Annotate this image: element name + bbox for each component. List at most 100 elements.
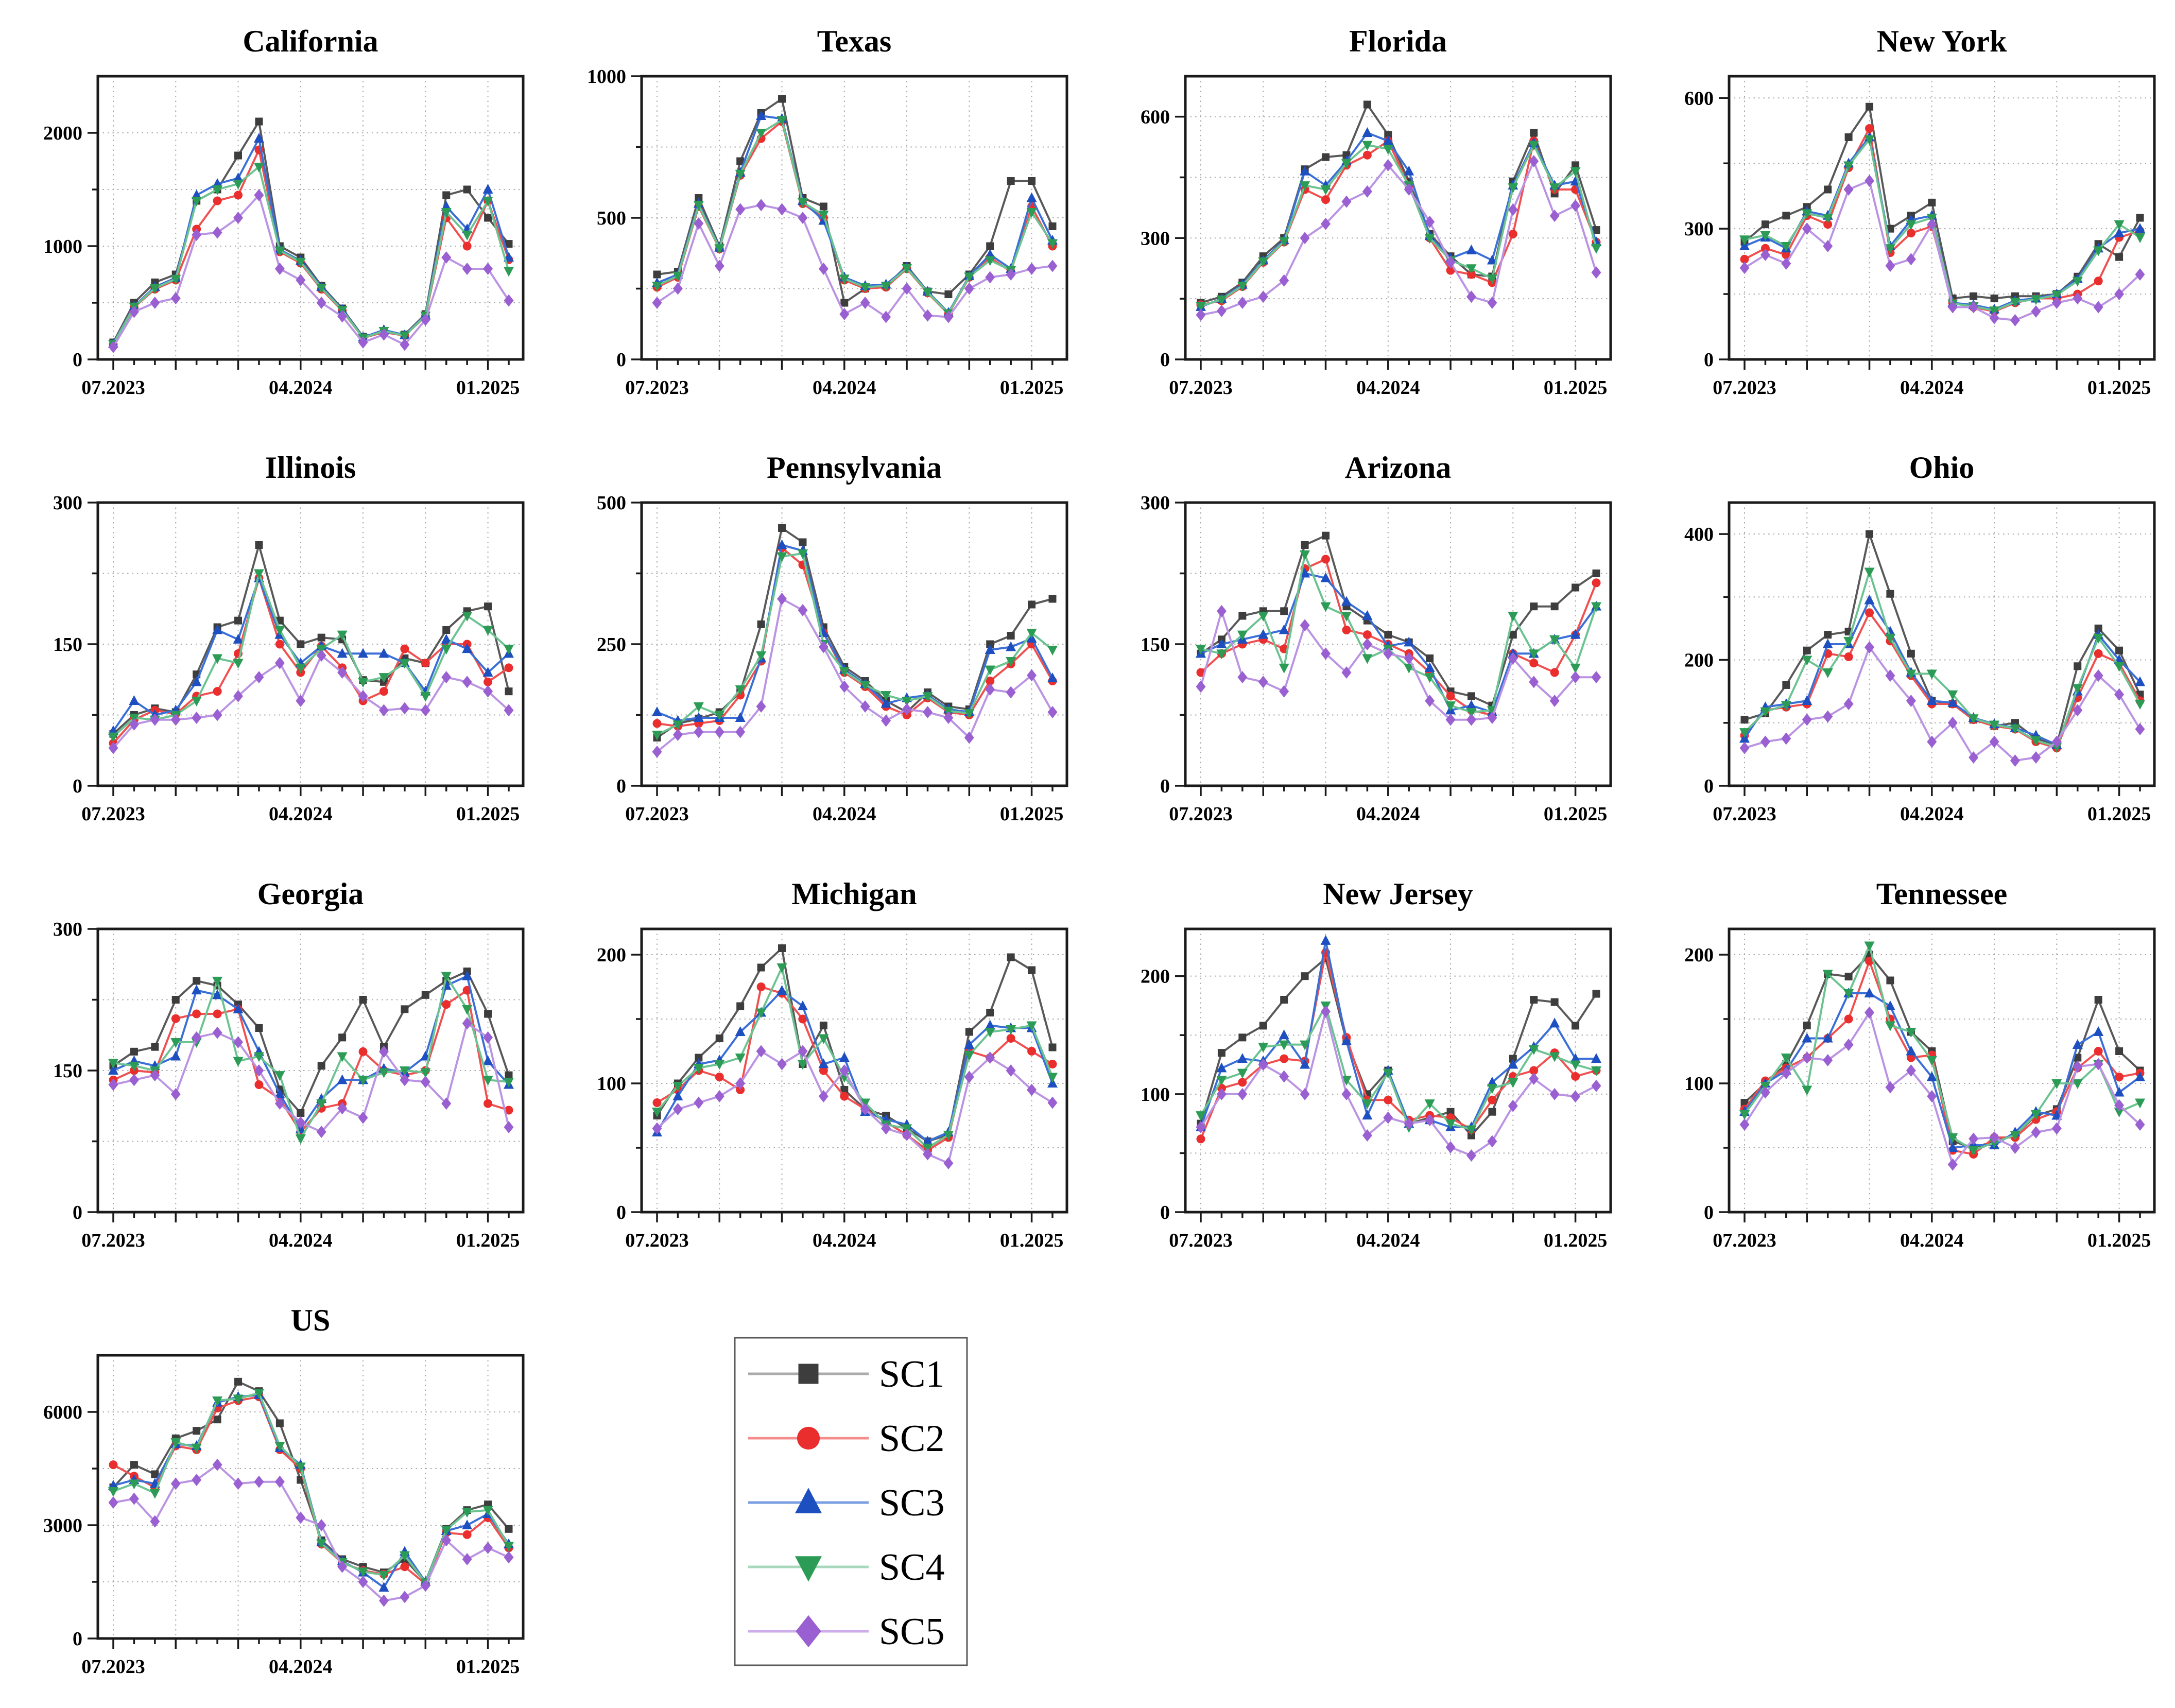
series-SC5-markers: [108, 1017, 514, 1138]
x-tick-label: 07.2023: [625, 377, 689, 399]
chart-title: New York: [1877, 24, 2007, 58]
series-SC5-markers: [652, 593, 1058, 758]
series-SC3-line: [112, 577, 510, 732]
series-SC5: [652, 199, 1058, 323]
series-SC3-line: [657, 544, 1054, 722]
series-SC1-markers: [109, 968, 513, 1117]
chart-title: Pennsylvania: [767, 451, 942, 485]
y-tick-label: 600: [1141, 107, 1170, 128]
y-tick-label: 0: [616, 775, 626, 797]
axis-ticks: [1719, 533, 2141, 796]
series-SC4-markers: [1196, 1001, 1601, 1135]
series-SC3-line: [113, 975, 510, 1130]
gridlines: [1185, 503, 1611, 786]
series-SC1: [653, 944, 1057, 1145]
plot-border: [1728, 75, 2156, 361]
legend: SC1 SC2 SC3 SC4 SC5: [734, 1337, 968, 1669]
y-tick-label: 200: [1141, 966, 1170, 988]
axis-ticks: [631, 502, 1054, 796]
chart-cell-illinois: Illinois 0 150 300 07.2023 04.2024 01.2025: [0, 426, 544, 853]
y-tick-label: 200: [1684, 944, 1714, 966]
axis-labels: Michigan 0 100 200 07.2023 04.2024 01.2025: [597, 877, 1063, 1251]
gridlines: [1185, 929, 1611, 1212]
series-SC2: [109, 574, 513, 748]
series-SC3: [652, 110, 1058, 317]
series-SC2: [1740, 608, 2145, 753]
chart-cell-michigan: Michigan 0 100 200 07.2023 04.2024 01.2025: [544, 853, 1088, 1279]
y-tick-label: 0: [1704, 775, 1714, 797]
legend-cell: SC1 SC2 SC3 SC4 SC5: [544, 1279, 1088, 1705]
chart-cell-new-jersey: New Jersey 0 100 200 07.2023 04.2024 01.2025: [1088, 853, 1631, 1279]
y-tick-label: 500: [597, 208, 626, 229]
series-SC2-markers: [1740, 608, 2145, 753]
chart-cell-arizona: Arizona 0 150 300 07.2023 04.2024 01.2025: [1088, 426, 1631, 853]
chart-title: Georgia: [257, 877, 364, 911]
series-SC3-markers: [108, 1389, 514, 1592]
chart-michigan: Michigan 0 100 200 07.2023 04.2024 01.2025: [597, 877, 1068, 1251]
plot-border: [1728, 927, 2156, 1214]
series-SC5-line: [656, 1050, 1054, 1164]
series-SC2-line: [657, 547, 1054, 728]
series-SC3-line: [1744, 992, 2141, 1149]
chart-title: Tennessee: [1876, 877, 2007, 911]
axis-labels: Texas 0 500 1000 07.2023 04.2024 01.2025: [587, 24, 1063, 399]
gridlines: [1729, 929, 2154, 1212]
chart-california: California 0 1000 2000 07.2023 04.2024 01.2025: [43, 24, 525, 399]
x-tick-label: 01.2025: [1544, 377, 1608, 399]
series-SC3-line: [1200, 572, 1597, 713]
y-tick-label: 300: [53, 919, 82, 940]
chart-georgia: Georgia 0 150 300 07.2023 04.2024 01.2025: [53, 877, 525, 1251]
series-SC4: [108, 569, 514, 743]
x-tick-label: 01.2025: [456, 377, 520, 399]
series-SC5-markers: [108, 189, 514, 353]
x-tick-label: 07.2023: [81, 803, 145, 825]
series-SC2-markers: [1196, 948, 1601, 1144]
series-SC4: [1196, 550, 1601, 718]
y-tick-label: 0: [73, 1202, 82, 1223]
y-tick-label: 1000: [43, 236, 82, 257]
axis-labels: Arizona 0 150 300 07.2023 04.2024 01.2025: [1141, 451, 1607, 825]
x-tick-label: 04.2024: [269, 1656, 333, 1678]
series-SC1-line: [656, 947, 1054, 1143]
series-SC4-line: [657, 553, 1054, 736]
series-SC4-markers: [108, 569, 514, 743]
x-tick-label: 04.2024: [813, 377, 876, 399]
series-SC4: [652, 549, 1058, 740]
y-tick-label: 150: [1141, 634, 1170, 655]
y-tick-label: 100: [1141, 1084, 1170, 1106]
series-SC4-markers: [1739, 941, 2145, 1156]
series-SC3-line: [112, 137, 510, 344]
x-tick-label: 07.2023: [81, 1656, 145, 1678]
axis-ticks: [88, 1411, 510, 1649]
x-tick-label: 07.2023: [1713, 1230, 1776, 1251]
gridlines: [1185, 76, 1611, 359]
axis-ticks: [88, 132, 510, 370]
series-SC2: [652, 982, 1057, 1155]
chart-title: Illinois: [265, 451, 356, 485]
series-SC5: [1739, 1006, 2145, 1171]
series-SC3-markers: [108, 133, 514, 348]
y-tick-label: 100: [1684, 1073, 1714, 1095]
series-SC4-markers: [108, 972, 514, 1144]
gridlines: [98, 1355, 523, 1638]
series-SC4-markers: [108, 163, 514, 350]
gridlines: [642, 929, 1067, 1212]
series-SC1: [1197, 954, 1600, 1140]
empty-cell: [1631, 1279, 2175, 1705]
series-SC4: [1739, 567, 2145, 753]
chart-title: New Jersey: [1323, 877, 1473, 911]
x-tick-label: 07.2023: [1713, 377, 1776, 399]
series-SC2-line: [657, 120, 1054, 315]
series-SC4-markers: [652, 549, 1058, 740]
axis-ticks: [631, 75, 1054, 370]
y-tick-label: 600: [1684, 88, 1714, 109]
series-SC4: [108, 1389, 514, 1589]
y-tick-label: 1000: [587, 66, 626, 88]
series-SC1-markers: [1197, 100, 1600, 307]
chart-tennessee: Tennessee 0 100 200 07.2023 04.2024 01.2025: [1684, 877, 2156, 1251]
series-SC1: [109, 968, 513, 1117]
chart-title: California: [243, 24, 378, 58]
x-tick-label: 01.2025: [1544, 803, 1608, 825]
y-tick-label: 0: [616, 349, 626, 371]
x-tick-label: 07.2023: [1169, 1230, 1233, 1251]
